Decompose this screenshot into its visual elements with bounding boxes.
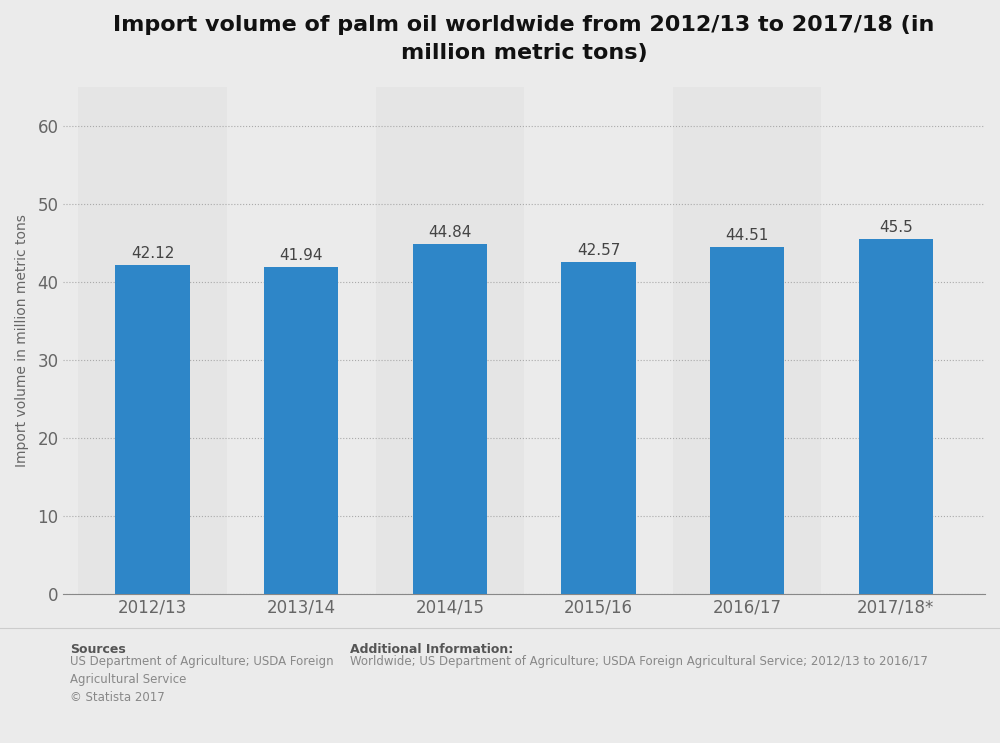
- Text: Additional Information:: Additional Information:: [350, 643, 513, 655]
- Bar: [673, 87, 821, 594]
- Text: 44.84: 44.84: [428, 225, 472, 240]
- Y-axis label: Import volume in million metric tons: Import volume in million metric tons: [15, 214, 29, 467]
- Text: 44.51: 44.51: [725, 227, 769, 243]
- Bar: [859, 239, 933, 594]
- Text: Sources: Sources: [70, 643, 126, 655]
- Bar: [78, 87, 227, 594]
- Text: 41.94: 41.94: [279, 247, 323, 263]
- Text: 42.12: 42.12: [131, 247, 174, 262]
- Bar: [115, 265, 190, 594]
- Text: 45.5: 45.5: [879, 220, 913, 235]
- Text: 42.57: 42.57: [577, 243, 620, 258]
- Bar: [561, 262, 636, 594]
- Bar: [413, 244, 487, 594]
- Title: Import volume of palm oil worldwide from 2012/13 to 2017/18 (in
million metric t: Import volume of palm oil worldwide from…: [113, 15, 935, 63]
- Bar: [710, 247, 784, 594]
- Bar: [264, 267, 338, 594]
- Bar: [376, 87, 524, 594]
- Text: Worldwide; US Department of Agriculture; USDA Foreign Agricultural Service; 2012: Worldwide; US Department of Agriculture;…: [350, 655, 928, 668]
- Text: US Department of Agriculture; USDA Foreign
Agricultural Service
© Statista 2017: US Department of Agriculture; USDA Forei…: [70, 655, 334, 704]
